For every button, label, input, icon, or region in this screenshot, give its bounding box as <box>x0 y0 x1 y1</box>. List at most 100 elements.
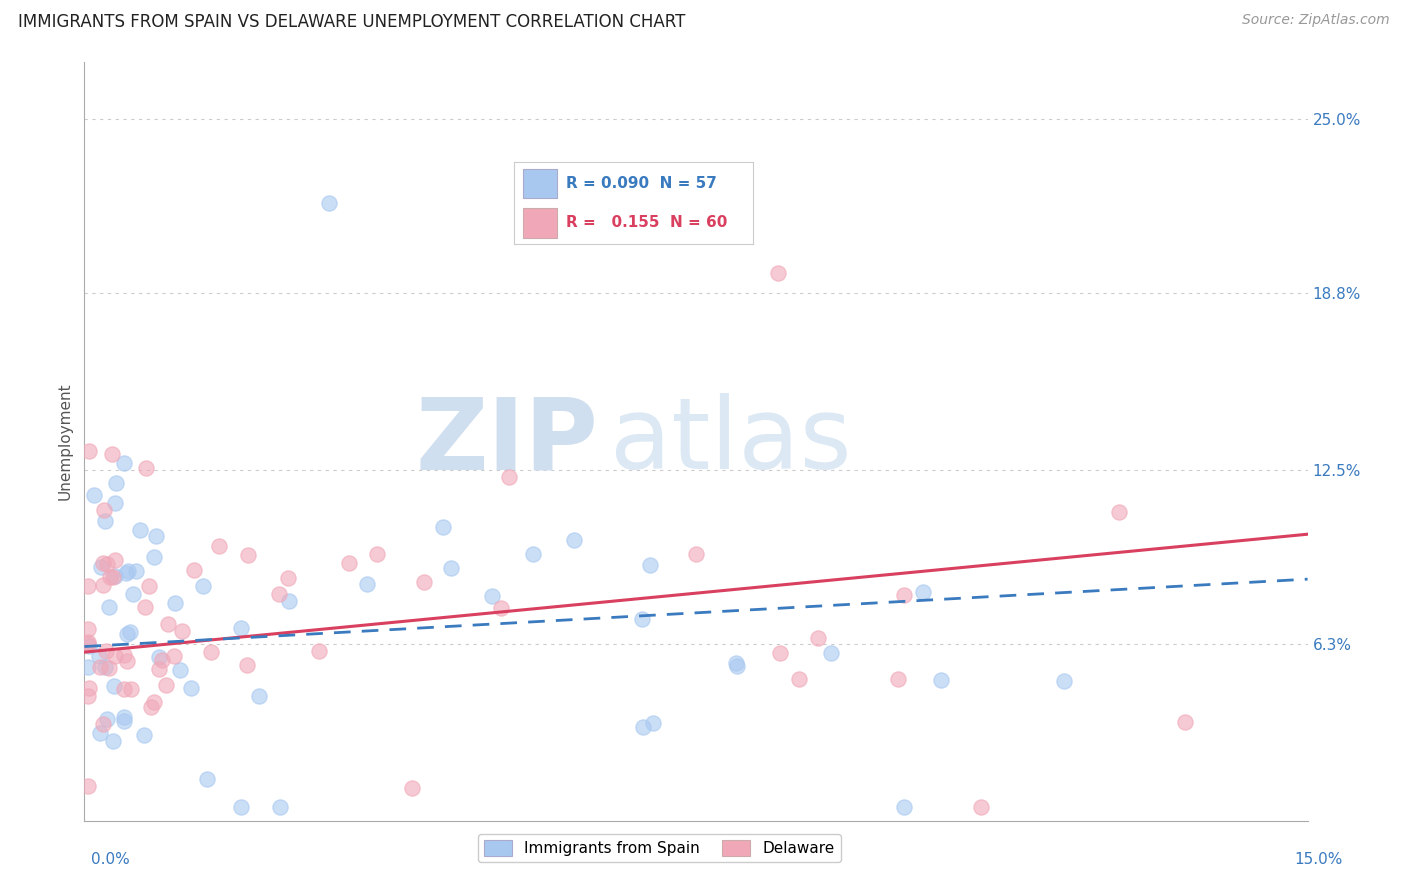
Point <box>337 556 360 570</box>
Point <box>134 599 156 614</box>
Point <box>120 682 142 697</box>
Point <box>138 579 160 593</box>
Point <box>498 469 520 483</box>
Point <box>401 780 423 795</box>
Point <box>104 649 127 664</box>
Point <box>89 648 111 663</box>
Point <box>180 681 202 696</box>
Point <box>94 514 117 528</box>
Point <box>89 660 111 674</box>
Point <box>98 661 121 675</box>
Point <box>366 547 388 561</box>
Point <box>125 564 148 578</box>
Point <box>725 659 748 673</box>
Point <box>195 772 218 786</box>
Text: atlas: atlas <box>610 393 852 490</box>
Point <box>208 540 231 554</box>
Point <box>121 587 143 601</box>
Point <box>170 624 193 638</box>
Point <box>638 558 661 573</box>
Text: 15.0%: 15.0% <box>1295 852 1343 867</box>
Point <box>200 645 222 659</box>
Point <box>267 587 290 601</box>
Point <box>236 549 259 563</box>
Point <box>83 488 105 502</box>
Point <box>155 678 177 692</box>
Point <box>90 560 112 574</box>
Point <box>96 557 118 571</box>
Point <box>807 631 830 645</box>
Point <box>77 622 100 636</box>
Point <box>156 617 179 632</box>
Point <box>93 556 115 570</box>
Point <box>77 639 100 653</box>
Point <box>633 720 655 734</box>
Point <box>77 579 100 593</box>
Point <box>114 710 136 724</box>
Point <box>356 576 378 591</box>
Point <box>163 596 186 610</box>
Point <box>77 681 100 695</box>
Point <box>247 690 270 704</box>
Point <box>103 679 125 693</box>
Point <box>229 799 252 814</box>
Point <box>724 656 747 670</box>
Point <box>236 657 259 672</box>
Point <box>929 673 952 688</box>
Point <box>77 779 100 793</box>
Point <box>141 699 163 714</box>
Point <box>893 588 915 602</box>
Point <box>522 547 544 561</box>
Point <box>112 714 135 729</box>
Text: R = 0.090  N = 57: R = 0.090 N = 57 <box>567 176 717 191</box>
Point <box>94 643 117 657</box>
Point <box>77 660 100 674</box>
Point <box>104 552 127 566</box>
Point <box>112 456 135 470</box>
Point <box>103 569 125 583</box>
Point <box>169 663 191 677</box>
Point <box>135 461 157 475</box>
Point <box>183 563 205 577</box>
Point <box>413 574 436 589</box>
Point <box>970 799 993 814</box>
Legend: Immigrants from Spain, Delaware: Immigrants from Spain, Delaware <box>478 834 841 863</box>
Point <box>96 712 118 726</box>
Point <box>117 564 139 578</box>
Text: 0.0%: 0.0% <box>91 852 131 867</box>
Point <box>118 625 141 640</box>
Point <box>769 646 792 660</box>
Point <box>787 672 810 686</box>
Point <box>115 654 138 668</box>
Point <box>269 799 291 814</box>
Point <box>104 476 127 491</box>
Point <box>481 589 503 603</box>
FancyBboxPatch shape <box>523 208 557 238</box>
Point <box>77 634 100 648</box>
FancyBboxPatch shape <box>523 169 557 198</box>
Point <box>112 648 135 663</box>
Text: IMMIGRANTS FROM SPAIN VS DELAWARE UNEMPLOYMENT CORRELATION CHART: IMMIGRANTS FROM SPAIN VS DELAWARE UNEMPL… <box>18 13 686 31</box>
Point <box>278 594 301 608</box>
Point <box>631 612 654 626</box>
Point <box>128 524 150 538</box>
Point <box>143 695 166 709</box>
Point <box>887 673 910 687</box>
Text: ZIP: ZIP <box>415 393 598 490</box>
Text: Source: ZipAtlas.com: Source: ZipAtlas.com <box>1241 13 1389 28</box>
Point <box>766 266 789 280</box>
Point <box>820 647 842 661</box>
Point <box>191 579 214 593</box>
Point <box>1174 715 1197 730</box>
Point <box>112 681 135 696</box>
Point <box>91 717 114 731</box>
Point <box>94 660 117 674</box>
Text: R =   0.155  N = 60: R = 0.155 N = 60 <box>567 216 728 230</box>
Point <box>1053 673 1076 688</box>
Point <box>115 627 138 641</box>
Point <box>318 195 340 210</box>
Point <box>562 533 585 547</box>
Point <box>145 529 167 543</box>
Point <box>101 734 124 748</box>
Point <box>231 621 253 635</box>
